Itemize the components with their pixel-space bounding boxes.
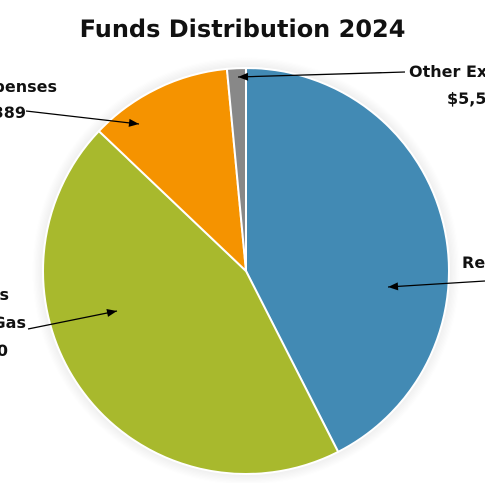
pie-slice-other — [225, 66, 247, 272]
chart-title: Funds Distribution 2024 — [79, 15, 406, 43]
leader-line-re — [387, 280, 485, 288]
pie-label-expenses-line-1: 389 — [0, 103, 26, 122]
pie-labels: Re ds Gas 0 penses 389 Other Ex $5,5 — [0, 62, 485, 360]
pie-slice-gas — [42, 129, 340, 475]
leader-arrowhead-other — [238, 72, 249, 81]
pie-label-other-line-0: Other Ex — [409, 62, 485, 81]
pie-label-gas-line-2: 0 — [0, 341, 8, 360]
pie-slice-expenses — [97, 67, 248, 274]
pie-label-other-line-1: $5,5 — [447, 89, 485, 108]
leader-line-gas — [27, 310, 118, 330]
pie-label-gas-line-1: Gas — [0, 313, 26, 332]
leader-arrowhead-expenses — [128, 118, 139, 127]
pie-label-expenses-line-0: penses — [0, 77, 57, 96]
leader-line-expenses — [25, 110, 140, 125]
leader-arrowhead-gas — [106, 309, 117, 317]
pie-label-gas-line-0: ds — [0, 285, 9, 304]
leader-arrowhead-re — [388, 282, 399, 291]
pie-slices — [42, 66, 450, 475]
leader-line-other — [237, 71, 406, 78]
pie-slice-re — [245, 66, 450, 454]
pie-label-re-line-0: Re — [462, 253, 485, 272]
